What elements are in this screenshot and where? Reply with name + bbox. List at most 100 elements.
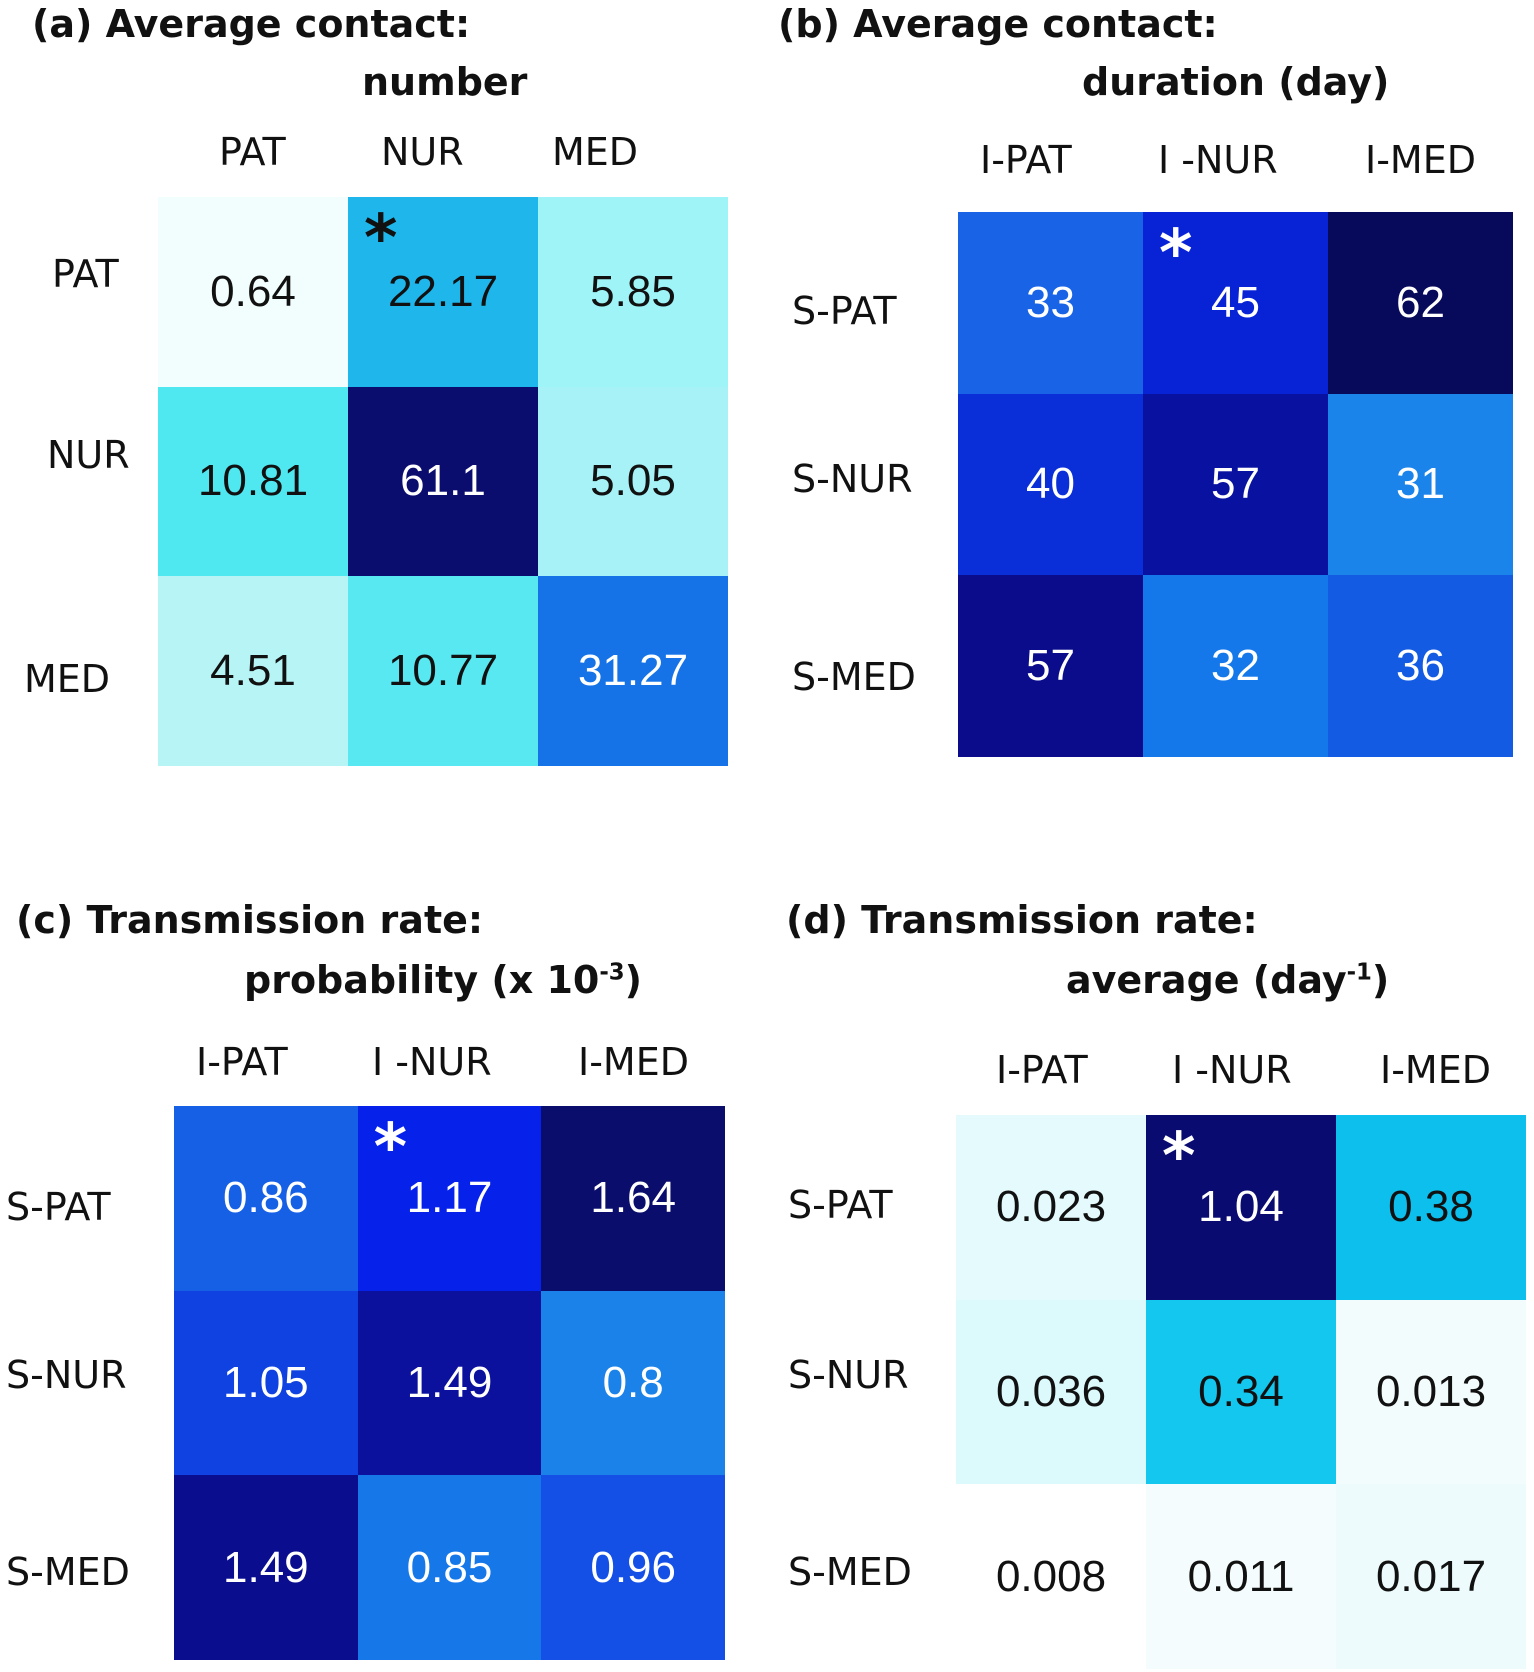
heatmap-cell: 32 xyxy=(1143,575,1328,757)
panel-d-col-label: I -NUR xyxy=(1172,1048,1292,1092)
heatmap-cell: 0.011 xyxy=(1146,1484,1336,1669)
significance-asterisk: * xyxy=(1159,217,1193,291)
cell-value: 5.85 xyxy=(590,266,676,316)
cell-value: 10.77 xyxy=(387,646,499,696)
panel-b-title: (b) Average contact: xyxy=(778,2,1218,46)
panel-c-subtitle-end: ) xyxy=(624,958,643,1002)
panel-c-heatmap: 0.86 1.17 * 1.64 1.05 1.49 0.8 1.49 0.85 0.96 xyxy=(174,1106,725,1660)
heatmap-cell: 0.96 xyxy=(541,1475,725,1660)
panel-a-col-label: NUR xyxy=(381,130,464,174)
cell-value: 1.04 xyxy=(1198,1182,1284,1232)
heatmap-cell: 22.17 * xyxy=(348,197,538,387)
panel-a-heatmap: 0.64 22.17 * 5.85 10.81 61.1 5.05 4.51 10.77 31.2… xyxy=(158,197,728,766)
cell-value: 1.49 xyxy=(406,1357,493,1407)
heatmap-cell: 0.8 xyxy=(541,1290,725,1476)
cell-value: 10.81 xyxy=(197,456,309,506)
cell-value: 0.38 xyxy=(1388,1182,1474,1232)
significance-asterisk: * xyxy=(364,202,398,276)
significance-asterisk: * xyxy=(373,1111,408,1185)
heatmap-cell: 4.51 xyxy=(158,576,348,766)
panel-c-subtitle-main: probability (x 10 xyxy=(244,958,600,1002)
panel-a-title: (a) Average contact: xyxy=(32,2,471,46)
panel-a-subtitle: number xyxy=(362,60,528,104)
panel-d-col-label: I-MED xyxy=(1380,1048,1491,1092)
heatmap-cell: 0.38 xyxy=(1336,1115,1526,1300)
panel-b-col-label: I-PAT xyxy=(980,138,1072,182)
panel-c-row-label: S-NUR xyxy=(6,1353,127,1397)
panel-a-col-label: PAT xyxy=(219,130,286,174)
panel-c-row-label: S-PAT xyxy=(6,1185,111,1229)
panel-d-heatmap: 0.023 1.04 * 0.38 0.036 0.34 0.013 0.008 0.011 0.… xyxy=(956,1115,1526,1669)
heatmap-cell: 0.86 xyxy=(174,1106,358,1291)
cell-value: 1.05 xyxy=(223,1357,309,1407)
cell-value: 45 xyxy=(1211,277,1260,327)
heatmap-cell: 1.05 xyxy=(174,1290,358,1476)
heatmap-cell: 0.008 xyxy=(956,1484,1146,1669)
cell-value: 0.017 xyxy=(1375,1551,1487,1601)
panel-c-subtitle-exponent: -3 xyxy=(599,959,625,986)
heatmap-cell: 1.17 * xyxy=(357,1106,542,1291)
panel-d-col-label: I-PAT xyxy=(996,1048,1088,1092)
heatmap-cell: 5.05 xyxy=(538,386,728,577)
cell-value: 31.27 xyxy=(577,646,689,696)
panel-d-subtitle-exponent: -1 xyxy=(1346,959,1372,986)
heatmap-cell: 0.013 xyxy=(1336,1299,1526,1485)
heatmap-cell: 36 xyxy=(1328,575,1513,757)
cell-value: 61.1 xyxy=(400,456,486,506)
panel-a-row-label: PAT xyxy=(52,252,119,296)
cell-value: 0.023 xyxy=(995,1182,1107,1232)
panel-b-row-label: S-PAT xyxy=(792,289,897,333)
panel-d-row-label: S-MED xyxy=(788,1550,912,1594)
panel-c-row-label: S-MED xyxy=(6,1550,130,1594)
cell-value: 1.49 xyxy=(223,1542,309,1592)
panel-b-row-label: S-NUR xyxy=(792,457,913,501)
cell-value: 57 xyxy=(1026,641,1075,691)
panel-a-row-label: MED xyxy=(24,657,111,701)
cell-value: 4.51 xyxy=(210,646,296,696)
cell-value: 5.05 xyxy=(590,456,676,506)
heatmap-cell: 33 xyxy=(958,212,1143,394)
panel-a-col-label: MED xyxy=(552,130,639,174)
cell-value: 1.64 xyxy=(590,1173,676,1223)
cell-value: 36 xyxy=(1396,641,1445,691)
panel-c-col-label: I-MED xyxy=(578,1040,689,1084)
panel-b-row-label: S-MED xyxy=(792,655,916,699)
heatmap-cell: 10.81 xyxy=(158,386,348,577)
cell-value: 0.86 xyxy=(223,1173,309,1223)
heatmap-cell: 61.1 xyxy=(348,386,538,577)
heatmap-cell: 57 xyxy=(1143,393,1328,576)
heatmap-cell: 62 xyxy=(1328,212,1513,394)
heatmap-cell: 0.036 xyxy=(956,1299,1146,1485)
panel-d-subtitle-main: average (day xyxy=(1066,958,1347,1002)
cell-value: 0.011 xyxy=(1187,1551,1295,1601)
cell-value: 57 xyxy=(1211,459,1260,509)
cell-value: 0.34 xyxy=(1198,1366,1284,1416)
cell-value: 33 xyxy=(1026,277,1075,327)
cell-value: 1.17 xyxy=(406,1173,493,1223)
panel-d-subtitle-end: ) xyxy=(1371,958,1390,1002)
cell-value: 31 xyxy=(1396,459,1445,509)
cell-value: 0.013 xyxy=(1375,1366,1487,1416)
panel-b-subtitle: duration (day) xyxy=(1082,60,1390,104)
panel-b-heatmap: 33 45 * 62 40 57 31 57 32 36 xyxy=(958,212,1513,757)
cell-value: 22.17 xyxy=(387,266,499,316)
cell-value: 0.64 xyxy=(210,266,296,316)
panel-a-row-label: NUR xyxy=(47,433,130,477)
heatmap-cell: 0.023 xyxy=(956,1115,1146,1300)
heatmap-cell: 0.85 xyxy=(357,1475,542,1660)
panel-c-subtitle: probability (x 10-3) xyxy=(244,958,642,1002)
heatmap-cell: 1.49 xyxy=(174,1475,358,1660)
cell-value: 0.96 xyxy=(590,1542,676,1592)
heatmap-cell: 5.85 xyxy=(538,197,728,387)
heatmap-cell: 0.34 xyxy=(1146,1299,1336,1485)
panel-c-col-label: I -NUR xyxy=(372,1040,492,1084)
heatmap-cell: 0.64 xyxy=(158,197,348,387)
heatmap-cell: 1.49 xyxy=(357,1290,542,1476)
panel-d-title: (d) Transmission rate: xyxy=(786,898,1258,942)
heatmap-cell: 0.017 xyxy=(1336,1484,1526,1669)
cell-value: 40 xyxy=(1026,459,1075,509)
cell-value: 32 xyxy=(1211,641,1260,691)
significance-asterisk: * xyxy=(1162,1120,1196,1194)
panel-d-row-label: S-NUR xyxy=(788,1353,909,1397)
cell-value: 0.036 xyxy=(995,1366,1107,1416)
